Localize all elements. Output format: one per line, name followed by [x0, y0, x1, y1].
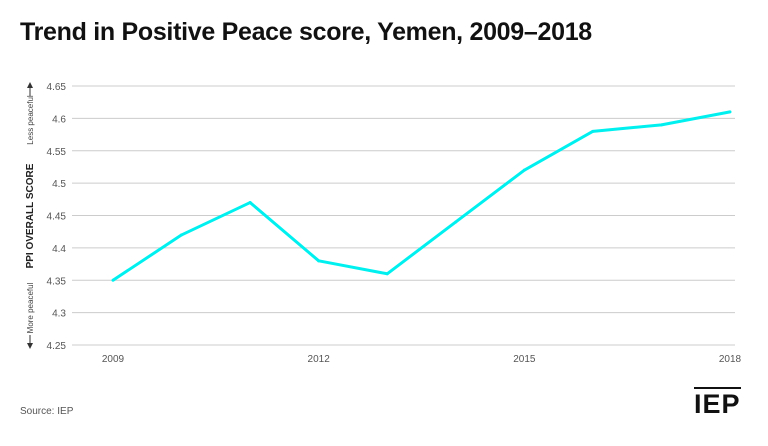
chart-title: Trend in Positive Peace score, Yemen, 20… — [20, 18, 592, 46]
data-point — [728, 110, 732, 114]
y-tick-label: 4.5 — [52, 179, 66, 190]
y-tick-label: 4.6 — [52, 114, 66, 125]
arrow-down-icon — [27, 343, 33, 349]
data-point — [317, 259, 321, 263]
data-point — [385, 272, 389, 276]
data-point — [659, 123, 663, 127]
y-axis-label: PPI OVERALL SCORE — [25, 163, 36, 268]
y-tick-label: 4.45 — [47, 212, 67, 223]
y-tick-label: 4.55 — [47, 147, 67, 158]
x-tick-label: 2018 — [719, 354, 742, 365]
iep-logo: IEP — [694, 387, 741, 419]
y-axis-bottom-note: More peaceful — [26, 282, 35, 333]
y-axis-top-note: Less peaceful — [26, 95, 35, 145]
y-tick-label: 4.25 — [47, 341, 67, 352]
x-tick-label: 2015 — [513, 354, 536, 365]
source-note: Source: IEP — [20, 406, 74, 417]
y-tick-label: 4.35 — [47, 276, 67, 287]
y-tick-label: 4.4 — [52, 244, 66, 255]
x-tick-label: 2009 — [102, 354, 125, 365]
data-point — [454, 220, 458, 224]
arrow-up-icon — [27, 82, 33, 88]
data-point — [180, 233, 184, 237]
x-tick-label: 2012 — [308, 354, 331, 365]
series-line — [112, 110, 731, 282]
y-tick-label: 4.65 — [47, 82, 67, 93]
data-point — [591, 129, 595, 133]
data-point — [248, 201, 252, 205]
data-point — [111, 278, 115, 282]
y-tick-label: 4.3 — [52, 309, 66, 320]
data-point — [522, 168, 526, 172]
